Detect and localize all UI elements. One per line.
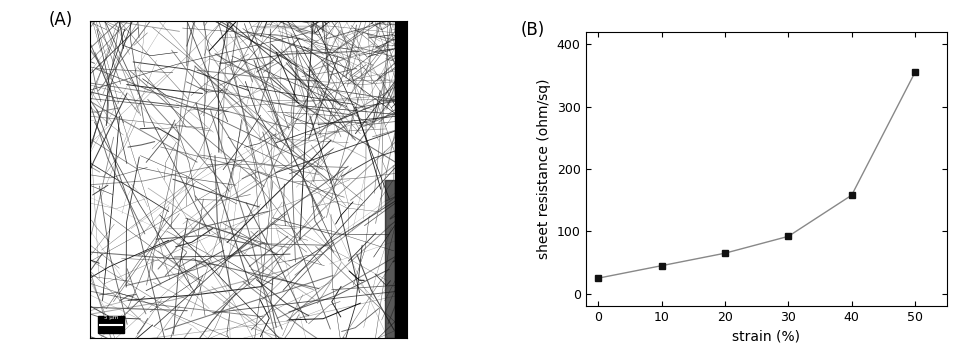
Text: (A): (A): [49, 11, 73, 29]
Y-axis label: sheet resistance (ohm/sq): sheet resistance (ohm/sq): [538, 79, 551, 259]
X-axis label: strain (%): strain (%): [732, 330, 800, 344]
Bar: [394, 21, 407, 338]
Bar: [99, 316, 124, 333]
Text: (B): (B): [520, 21, 545, 39]
Text: 5 µm: 5 µm: [104, 315, 118, 320]
Bar: [386, 180, 394, 338]
